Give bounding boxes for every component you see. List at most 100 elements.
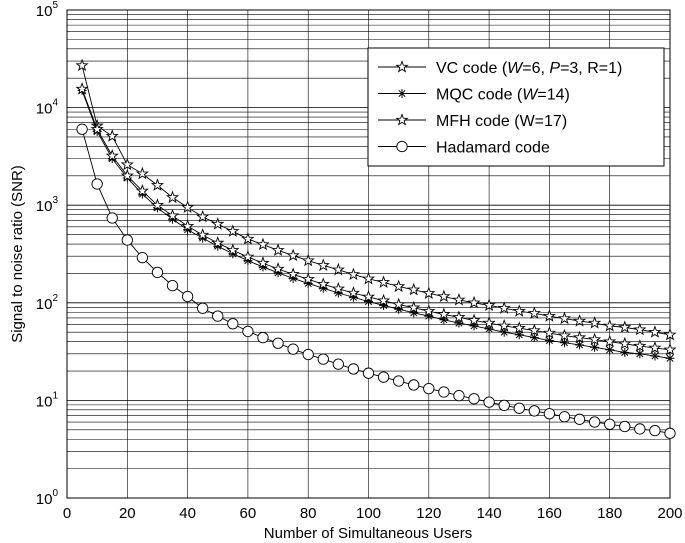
legend: VC code (W=6, P=3, R=1) MQC code (W=14) MF… bbox=[367, 47, 665, 167]
legend-label: Hadamard code bbox=[436, 140, 550, 157]
star-point bbox=[226, 243, 240, 256]
star-point bbox=[376, 293, 391, 307]
star-point bbox=[361, 289, 376, 303]
x-axis-label: Number of Simultaneous Users bbox=[264, 525, 472, 542]
circle-point bbox=[649, 424, 661, 437]
y-tick-label: 102 bbox=[36, 293, 59, 313]
x-tick-label: 40 bbox=[179, 505, 196, 522]
circle-point bbox=[634, 423, 646, 435]
asterisk-point bbox=[635, 349, 645, 359]
star-point bbox=[181, 200, 195, 213]
star-point bbox=[120, 157, 134, 171]
circle-point bbox=[151, 266, 164, 279]
star-point bbox=[618, 320, 632, 333]
star-point bbox=[346, 267, 361, 281]
asterisk-point bbox=[665, 353, 675, 363]
asterisk-point bbox=[605, 345, 615, 355]
series-line bbox=[81, 65, 671, 336]
star-point bbox=[181, 219, 195, 232]
star-point bbox=[633, 339, 647, 352]
star-point bbox=[467, 313, 481, 327]
star-point bbox=[422, 304, 436, 317]
star-point bbox=[135, 184, 149, 197]
star-point bbox=[407, 300, 421, 314]
star-point bbox=[271, 243, 285, 256]
circle-point bbox=[317, 353, 329, 365]
star-point bbox=[482, 316, 496, 329]
circle-point bbox=[166, 279, 179, 292]
circle-point bbox=[588, 416, 601, 428]
star-point bbox=[395, 113, 409, 126]
legend-label: MQC code (W=14) bbox=[436, 87, 570, 104]
circle-point bbox=[604, 418, 616, 430]
circle-point bbox=[91, 178, 103, 190]
plot-frame bbox=[66, 9, 671, 499]
y-tick-label: 105 bbox=[36, 0, 59, 20]
circle-point bbox=[136, 252, 149, 264]
star-point bbox=[452, 310, 466, 323]
star-point bbox=[542, 309, 556, 322]
legend-entry: MFH code (W=17) bbox=[378, 113, 567, 130]
x-tick-label: 180 bbox=[597, 505, 622, 522]
star-point bbox=[512, 304, 526, 317]
circle-point bbox=[106, 212, 118, 224]
star-point bbox=[165, 208, 180, 222]
star-point bbox=[572, 330, 587, 344]
y-axis-label: Signal to noise ratio (SNR) bbox=[9, 165, 26, 343]
x-tick-label: 60 bbox=[240, 505, 257, 522]
circle-point bbox=[619, 420, 631, 433]
star-point bbox=[150, 178, 165, 191]
star-point bbox=[150, 198, 165, 211]
star-point bbox=[497, 318, 511, 332]
x-tick-label: 160 bbox=[537, 505, 562, 522]
star-point bbox=[376, 275, 391, 288]
asterisk-point bbox=[575, 340, 585, 350]
circle-point bbox=[573, 413, 586, 425]
star-point bbox=[331, 262, 345, 276]
circle-point bbox=[242, 325, 254, 337]
star-point bbox=[196, 228, 210, 241]
circle-point bbox=[212, 310, 224, 322]
circle-point bbox=[287, 343, 299, 355]
star-point bbox=[542, 326, 556, 339]
star-point bbox=[120, 168, 134, 182]
y-tick-label: 101 bbox=[36, 390, 59, 410]
circle-point bbox=[302, 348, 314, 361]
star-point bbox=[633, 322, 647, 336]
circle-point bbox=[257, 331, 269, 344]
circle-point bbox=[197, 302, 209, 314]
star-point bbox=[557, 328, 572, 342]
star-point bbox=[256, 256, 270, 269]
legend-label: MFH code (W=17) bbox=[436, 113, 567, 130]
legend-entry: MQC code (W=14) bbox=[378, 87, 570, 104]
star-point bbox=[316, 277, 330, 290]
circle-point bbox=[227, 318, 239, 330]
star-point bbox=[497, 301, 511, 314]
star-point bbox=[395, 60, 409, 73]
legend-entry: Hadamard code bbox=[378, 140, 550, 157]
star-point bbox=[663, 342, 677, 356]
asterisk-point bbox=[620, 347, 630, 357]
circle-point bbox=[408, 379, 420, 391]
circle-point bbox=[558, 411, 571, 423]
axis-ticks: 0 20 40 60 80 100 120 140 160 180 200 100 101 102 103 1… bbox=[36, 0, 683, 522]
star-point bbox=[618, 336, 632, 350]
series-line bbox=[81, 88, 671, 351]
circle-point bbox=[347, 363, 360, 375]
series-3 bbox=[75, 82, 677, 356]
star-point bbox=[452, 293, 466, 306]
circle-point bbox=[76, 123, 88, 135]
x-tick-label: 80 bbox=[300, 505, 317, 522]
circle-point bbox=[453, 389, 465, 402]
y-tick-label: 103 bbox=[36, 195, 59, 215]
star-point bbox=[256, 237, 270, 251]
series-line bbox=[81, 90, 671, 359]
star-point bbox=[241, 232, 255, 245]
star-point bbox=[211, 236, 225, 249]
circle-point bbox=[377, 371, 390, 383]
star-point bbox=[527, 306, 541, 319]
star-point bbox=[588, 316, 602, 329]
series bbox=[75, 58, 677, 439]
asterisk-point bbox=[559, 338, 569, 348]
star-point bbox=[165, 190, 180, 204]
